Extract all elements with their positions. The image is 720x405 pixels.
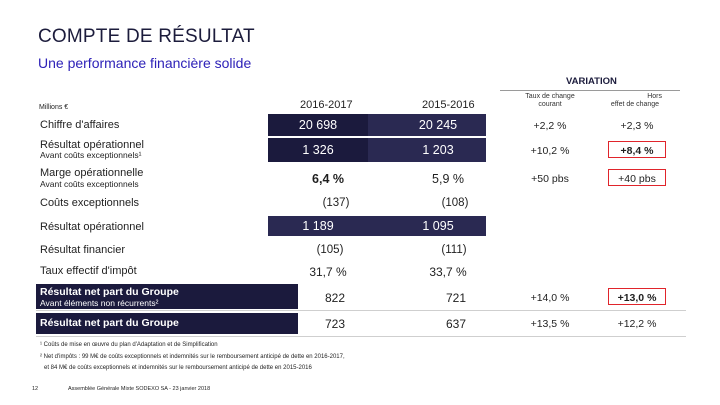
row-sublabel-avant-couts-2: Avant coûts exceptionnels [40, 179, 139, 189]
col-header-fx-line2: courant [538, 101, 562, 108]
page-number: 12 [32, 386, 39, 392]
col-header-exfx-line2: effet de change [610, 101, 660, 108]
col-header-fx-current: Taux de change courant [510, 93, 590, 109]
row-label-couts-exceptionnels: Coûts exceptionnels [40, 197, 140, 209]
value-rn2-2017: 723 [324, 317, 346, 331]
highlight-box-rn1-exfx [608, 288, 666, 305]
value-ca-2017: 20 698 [298, 118, 338, 132]
footer-text: Assemblée Générale Mixte SODEXO SA - 23 … [68, 386, 211, 392]
value-rn1-2017: 822 [324, 291, 346, 305]
row-divider [36, 336, 686, 337]
highlight-ca-2016 [368, 114, 486, 136]
row-label-resultat-operationnel: Résultat opérationnel [40, 139, 144, 151]
row-label-resultat-operationnel-2: Résultat opérationnel [40, 221, 144, 233]
value-rf-2017: (105) [316, 244, 344, 256]
row-label-resultat-net-1: Résultat net part du Groupe [40, 286, 179, 298]
highlight-box-marge-exfx [608, 169, 666, 186]
variation-header: VARIATION [566, 76, 617, 87]
value-rn1-fx: +14,0 % [530, 292, 570, 304]
value-marge-2017: 6,4 % [312, 172, 344, 186]
footnote-2b: et 84 M€ de coûts exceptionnels et indem… [44, 365, 312, 371]
row-label-resultat-net-2: Résultat net part du Groupe [40, 317, 179, 329]
footnote-2a: ² Net d'impôts : 99 M€ de coûts exceptio… [40, 354, 345, 360]
page-subtitle: Une performance financière solide [38, 55, 252, 71]
col-header-ex-fx: Hors effet de change [600, 93, 670, 109]
value-tei-2016: 33,7 % [429, 265, 467, 279]
col-header-2016-2017: 2016-2017 [300, 99, 353, 111]
value-rn1-exfx: +13,0 % [617, 292, 657, 304]
value-rn2-fx: +13,5 % [530, 318, 570, 330]
highlight-box-ro-exfx [608, 141, 666, 158]
value-marge-exfx: +40 pbs [618, 173, 656, 185]
value-ce-2017: (137) [322, 197, 350, 209]
value-ro-2016: 1 203 [422, 143, 454, 157]
value-marge-fx: +50 pbs [531, 173, 569, 185]
highlight-ro-2016 [368, 138, 486, 162]
highlight-ro2 [268, 216, 486, 236]
row-sublabel-avant-couts: Avant coûts exceptionnels¹ [40, 150, 142, 160]
highlight-ro-2017 [268, 138, 368, 162]
value-ro-exfx: +8,4 % [620, 145, 654, 157]
value-marge-2016: 5,9 % [432, 172, 464, 186]
units-label: Millions € [39, 104, 69, 111]
footnote-1: ¹ Coûts de mise en œuvre du plan d'Adapt… [40, 342, 218, 348]
value-ca-fx: +2,2 % [533, 120, 567, 132]
variation-divider [500, 90, 680, 91]
value-ro-2017: 1 326 [302, 143, 334, 157]
col-header-2015-2016: 2015-2016 [422, 99, 475, 111]
row-label-taux-effectif-impot: Taux effectif d'impôt [40, 265, 137, 277]
value-ca-exfx: +2,3 % [620, 120, 654, 132]
row-divider [36, 310, 686, 311]
row-label-marge-operationnelle: Marge opérationnelle [40, 167, 144, 179]
value-rn1-2016: 721 [445, 291, 467, 305]
band-rn2-label [36, 313, 298, 334]
row-label-resultat-financier: Résultat financier [40, 244, 125, 256]
value-ro2-2017: 1 189 [302, 219, 334, 233]
value-rn2-2016: 637 [445, 317, 467, 331]
value-tei-2017: 31,7 % [309, 265, 347, 279]
row-sublabel-avant-non-recurrents: Avant éléments non récurrents² [40, 298, 159, 308]
value-ce-2016: (108) [441, 197, 469, 209]
col-header-exfx-line1: Hors [647, 93, 662, 100]
value-rf-2016: (111) [441, 244, 467, 256]
band-rn1-label [36, 284, 298, 309]
value-ro-fx: +10,2 % [530, 145, 570, 157]
col-header-fx-line1: Taux de change [525, 93, 575, 100]
row-label-chiffre-affaires: Chiffre d'affaires [40, 119, 120, 131]
value-rn2-exfx: +12,2 % [617, 318, 657, 330]
highlight-ca-2017 [268, 114, 368, 136]
value-ca-2016: 20 245 [418, 118, 458, 132]
value-ro2-2016: 1 095 [422, 219, 454, 233]
page-title: COMPTE DE RÉSULTAT [38, 26, 255, 47]
